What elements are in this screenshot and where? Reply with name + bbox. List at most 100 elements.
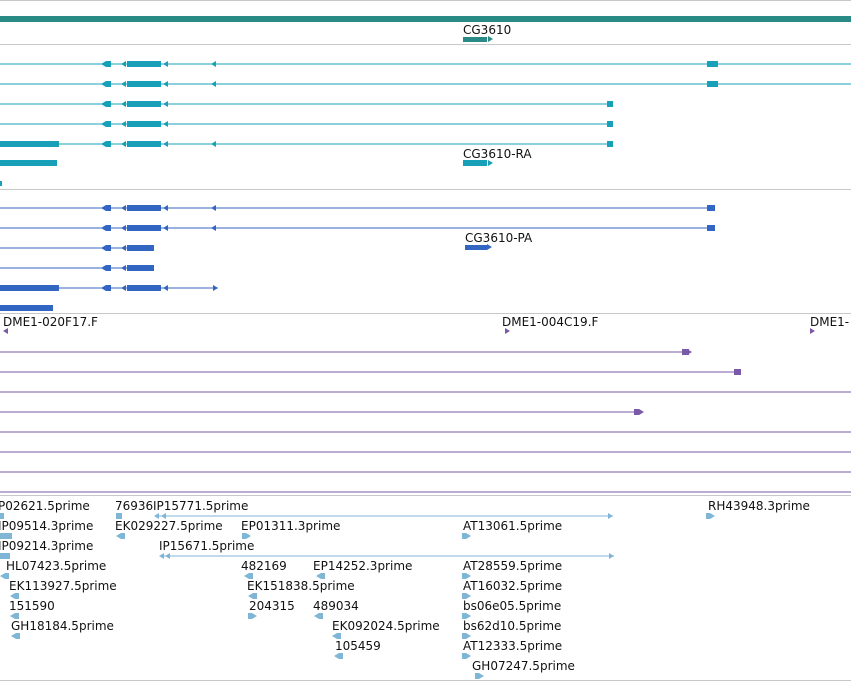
est-label[interactable]: RH43948.3prime: [708, 499, 810, 513]
est-block[interactable]: [462, 573, 466, 579]
est-block[interactable]: [5, 573, 9, 579]
est-label[interactable]: bs06e05.5prime: [463, 599, 562, 613]
est-block[interactable]: [462, 613, 466, 619]
exon-block[interactable]: [634, 409, 639, 415]
exon-block[interactable]: [0, 553, 10, 559]
est-label[interactable]: AT16032.5prime: [463, 579, 563, 593]
est-block[interactable]: [16, 633, 20, 639]
exon-block[interactable]: [106, 61, 111, 67]
est-block[interactable]: [319, 613, 323, 619]
exon-block[interactable]: [0, 160, 57, 166]
est-label[interactable]: IP15671.5prime: [159, 539, 255, 553]
est-block[interactable]: [321, 573, 325, 579]
est-label[interactable]: 204315: [249, 599, 295, 613]
est-label[interactable]: EK029227.5prime: [115, 519, 223, 533]
est-label[interactable]: P02621.5prime: [0, 499, 90, 513]
exon-block[interactable]: [607, 101, 613, 107]
transcript-label[interactable]: CG3610-RA: [463, 147, 532, 161]
exon-block[interactable]: [127, 265, 154, 271]
exon-block[interactable]: [106, 225, 111, 231]
est-label[interactable]: EK113927.5prime: [9, 579, 117, 593]
est-label[interactable]: AT12333.5prime: [463, 639, 563, 653]
est-label[interactable]: GH18184.5prime: [11, 619, 114, 633]
exon-block[interactable]: [0, 141, 59, 147]
est-label[interactable]: bs62d10.5prime: [463, 619, 562, 633]
exon-block[interactable]: [106, 121, 111, 127]
est-label[interactable]: EP01311.3prime: [241, 519, 341, 533]
est-arrow: [466, 593, 471, 599]
exon-block[interactable]: [106, 101, 111, 107]
exon-block[interactable]: [682, 349, 689, 355]
est-label[interactable]: IP15771.5prime: [153, 499, 249, 513]
est-label[interactable]: 76936: [115, 499, 154, 513]
exon-block[interactable]: [127, 225, 161, 231]
exon-block[interactable]: [127, 101, 161, 107]
est-label[interactable]: 151590: [9, 599, 55, 613]
exon-block[interactable]: [734, 369, 741, 375]
est-label[interactable]: AT28559.5prime: [463, 559, 563, 573]
exon-block[interactable]: [707, 225, 715, 231]
est-label[interactable]: EK092024.5prime: [332, 619, 440, 633]
est-block[interactable]: [462, 533, 466, 539]
est-label[interactable]: IP09514.3prime: [0, 519, 94, 533]
est-label[interactable]: GH07247.5prime: [472, 659, 575, 673]
clone-label[interactable]: DME1-004C19.F: [502, 315, 599, 329]
est-block[interactable]: [15, 613, 19, 619]
exon-block[interactable]: [106, 141, 111, 147]
est-block[interactable]: [462, 633, 466, 639]
est-label[interactable]: 105459: [335, 639, 381, 653]
est-block[interactable]: [121, 533, 125, 539]
exon-block[interactable]: [127, 121, 161, 127]
gene-feature[interactable]: [463, 37, 487, 42]
est-block[interactable]: [15, 593, 19, 599]
clone-label[interactable]: DME1-020F17.F: [3, 315, 98, 329]
exon-block[interactable]: [707, 81, 718, 87]
est-block[interactable]: [242, 533, 246, 539]
exon-block[interactable]: [116, 513, 122, 519]
exon-block[interactable]: [607, 141, 613, 147]
est-block[interactable]: [339, 653, 343, 659]
est-block[interactable]: [253, 593, 257, 599]
exon-block[interactable]: [106, 81, 111, 87]
est-arrow: [710, 513, 715, 519]
est-label[interactable]: AT13061.5prime: [463, 519, 563, 533]
exon-block[interactable]: [707, 205, 715, 211]
clone-label[interactable]: DME1-: [810, 315, 850, 329]
exon-block[interactable]: [106, 285, 111, 291]
protein-label[interactable]: CG3610-PA: [465, 231, 533, 245]
exon-block[interactable]: [127, 205, 161, 211]
exon-block[interactable]: [127, 81, 161, 87]
est-block[interactable]: [475, 673, 479, 679]
exon-block[interactable]: [106, 245, 111, 251]
est-block[interactable]: [337, 633, 341, 639]
est-block[interactable]: [248, 613, 252, 619]
exon-block[interactable]: [0, 513, 4, 519]
est-block[interactable]: [462, 593, 466, 599]
exon-block[interactable]: [0, 533, 12, 539]
transcript-feature[interactable]: [463, 160, 487, 166]
exon-block[interactable]: [0, 181, 2, 186]
est-label[interactable]: IP09214.3prime: [0, 539, 94, 553]
est-label[interactable]: HL07423.5prime: [6, 559, 107, 573]
exon-block[interactable]: [106, 205, 111, 211]
exon-block[interactable]: [127, 141, 161, 147]
exon-block[interactable]: [707, 61, 718, 67]
est-label[interactable]: EK151838.5prime: [247, 579, 355, 593]
est-block[interactable]: [462, 653, 466, 659]
gene-label[interactable]: CG3610: [463, 23, 512, 37]
est-label[interactable]: 482169: [241, 559, 287, 573]
exon-block[interactable]: [106, 265, 111, 271]
est-label[interactable]: 489034: [313, 599, 359, 613]
est-label[interactable]: EP14252.3prime: [313, 559, 413, 573]
est-block[interactable]: [249, 573, 253, 579]
est-block[interactable]: [706, 513, 710, 519]
strand-arrow: [121, 285, 126, 291]
exon-block[interactable]: [127, 61, 161, 67]
protein-feature[interactable]: [465, 245, 487, 250]
exon-block[interactable]: [0, 285, 59, 291]
exon-block[interactable]: [0, 305, 53, 311]
exon-block[interactable]: [127, 285, 161, 291]
gene-span-bar[interactable]: [0, 16, 851, 22]
exon-block[interactable]: [607, 121, 613, 127]
exon-block[interactable]: [127, 245, 154, 251]
